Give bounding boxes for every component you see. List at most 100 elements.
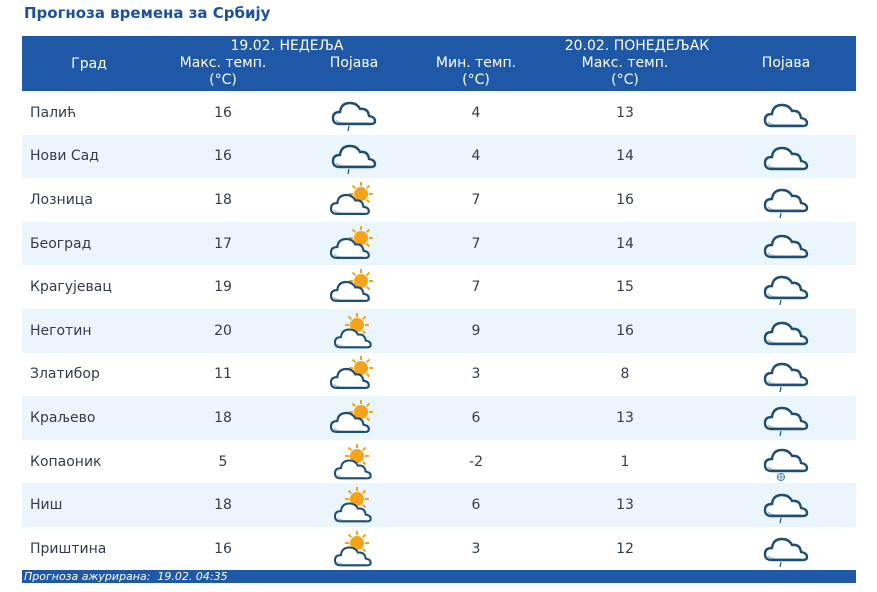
day2-min-temp: 4 — [471, 104, 481, 121]
forecast-rows: Палић 16 4 13 Нови Сад 16 4 14 Лозница 18 7 16 Беогр… — [22, 91, 856, 571]
day2-max-temp: 16 — [534, 308, 716, 353]
table-row: Палић 16 4 13 — [22, 91, 856, 135]
phenomenon-label: Појава — [761, 55, 811, 71]
partly-cloudy-sun-icon — [329, 442, 379, 482]
forecast-table: Град 19.02. НЕДЕЉА 20.02. ПОНЕДЕЉАК Макс… — [22, 36, 856, 571]
day1-max-temp: 17 — [156, 221, 290, 266]
partly-cloudy-sun-icon — [329, 311, 379, 351]
day1-max-temp: 16 — [214, 540, 232, 557]
day2-weather-cell — [716, 178, 856, 222]
partly-cloudy-sun-icon — [329, 485, 379, 525]
day1-max-temp: 18 — [214, 191, 232, 208]
cloud-light-rain-icon — [761, 354, 811, 394]
table-row: Ниш 18 6 13 — [22, 483, 856, 527]
day2-weather-cell — [716, 308, 856, 353]
day2-min-temp: 7 — [471, 191, 481, 208]
mostly-cloudy-sun-icon — [329, 224, 379, 264]
page-title: Прогноза времена за Србију — [24, 4, 271, 22]
city-name: Неготин — [22, 308, 156, 353]
unit-label: (°C) — [611, 72, 639, 88]
city-name: Палић — [30, 104, 77, 121]
mostly-cloudy-sun-icon — [329, 180, 379, 220]
city-name: Лозница — [30, 191, 93, 208]
cloudy-icon — [761, 311, 811, 351]
city-name: Београд — [22, 221, 156, 266]
cloud-light-rain-icon — [329, 136, 379, 176]
day1-max-temp-header: Макс. темп. (°C) — [156, 55, 290, 91]
city-name: Копаоник — [30, 453, 102, 470]
mostly-cloudy-sun-icon — [329, 354, 379, 394]
day2-min-temp: 4 — [418, 134, 534, 179]
day2-weather-cell — [716, 265, 856, 309]
city-name: Златибор — [30, 366, 100, 383]
day1-max-temp: 18 — [156, 483, 290, 527]
day1-weather-cell — [290, 178, 418, 222]
table-row: Лозница 18 7 16 — [22, 178, 856, 222]
day1-max-temp: 11 — [214, 366, 232, 383]
city-name: Нови Сад — [22, 134, 156, 179]
table-row: Крагујевац 19 7 15 — [22, 265, 856, 309]
day2-max-temp: 13 — [534, 396, 716, 440]
day2-weather-cell — [716, 221, 856, 266]
phenomenon-label: Појава — [329, 55, 379, 71]
min-temp-label: Мин. темп. — [435, 55, 517, 71]
day2-min-temp: 6 — [418, 483, 534, 527]
city-name: Приштина — [30, 540, 107, 557]
table-row: Златибор 11 3 8 — [22, 353, 856, 397]
day2-max-temp: 14 — [534, 221, 716, 266]
day2-min-temp: 3 — [471, 540, 481, 557]
day2-min-temp: 6 — [418, 396, 534, 440]
day2-max-temp: 14 — [534, 134, 716, 179]
cloud-light-rain-icon — [761, 485, 811, 525]
day1-max-temp: 19 — [214, 279, 232, 296]
day2-min-temp-header: Мин. темп. (°C) — [418, 55, 534, 91]
day1-phenomenon-header: Појава — [290, 55, 418, 91]
city-column-header: Град — [22, 36, 156, 91]
city-name: Краљево — [22, 396, 156, 440]
cloud-light-rain-icon — [761, 267, 811, 307]
day1-weather-cell — [290, 396, 418, 440]
table-row: Копаоник 5 -2 1 — [22, 440, 856, 484]
day2-weather-cell — [716, 440, 856, 484]
day1-weather-cell — [290, 134, 418, 179]
day2-min-temp: 7 — [418, 221, 534, 266]
unit-label: (°C) — [462, 72, 490, 88]
update-footer: Прогноза ажурирана: 19.02. 04:35 — [22, 570, 856, 583]
max-temp-label: Макс. темп. — [581, 55, 669, 71]
cloudy-icon — [761, 136, 811, 176]
day2-max-temp: 13 — [616, 104, 634, 121]
day1-weather-cell — [290, 527, 418, 571]
cloudy-icon — [761, 224, 811, 264]
day2-min-temp: -2 — [469, 453, 483, 470]
day2-phenomenon-header: Појава — [716, 55, 856, 91]
mostly-cloudy-sun-icon — [329, 398, 379, 438]
cloud-light-rain-icon — [761, 180, 811, 220]
mostly-cloudy-sun-icon — [329, 267, 379, 307]
unit-label: (°C) — [209, 72, 237, 88]
day1-weather-cell — [290, 221, 418, 266]
day1-weather-cell — [290, 265, 418, 309]
day2-weather-cell — [716, 483, 856, 527]
day1-max-temp: 16 — [214, 104, 232, 121]
day2-max-temp: 16 — [616, 191, 634, 208]
day1-max-temp: 18 — [156, 396, 290, 440]
table-row: Неготин 20 9 16 — [22, 308, 856, 353]
day2-min-temp: 9 — [418, 308, 534, 353]
city-name: Крагујевац — [30, 279, 112, 296]
day2-max-temp: 1 — [620, 453, 630, 470]
table-row: Краљево 18 6 13 — [22, 396, 856, 440]
day2-max-temp: 12 — [616, 540, 634, 557]
day1-weather-cell — [290, 353, 418, 397]
city-name: Ниш — [22, 483, 156, 527]
table-row: Приштина 16 3 12 — [22, 527, 856, 571]
day2-max-temp-header: Макс. темп. (°C) — [534, 55, 716, 91]
day2-max-temp: 15 — [616, 279, 634, 296]
day1-max-temp: 5 — [218, 453, 228, 470]
cloud-light-rain-icon — [761, 529, 811, 569]
day2-min-temp: 7 — [471, 279, 481, 296]
day2-max-temp: 8 — [620, 366, 630, 383]
partly-cloudy-sun-icon — [329, 529, 379, 569]
day1-max-temp: 20 — [156, 308, 290, 353]
day2-weather-cell — [716, 91, 856, 135]
day2-weather-cell — [716, 353, 856, 397]
